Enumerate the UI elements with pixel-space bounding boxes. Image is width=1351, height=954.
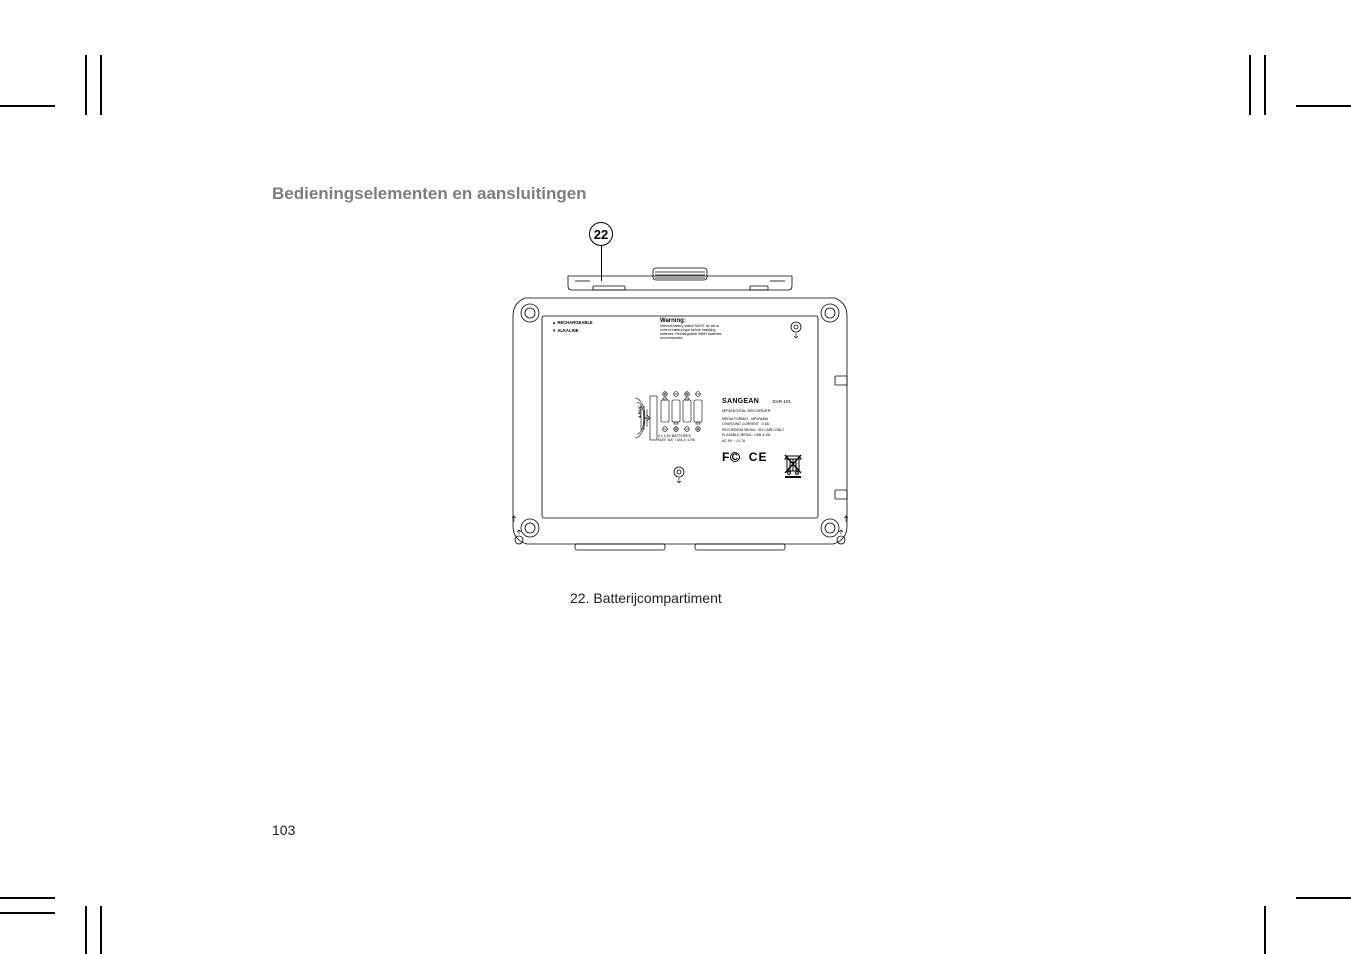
crop-mark [85,906,87,954]
battery-caption: 4 x 1.5V BATTERIES SIZE "AA" / UM-3 / LR… [658,434,695,442]
warning-line: Internal battery switch MUST be set to c… [660,324,780,340]
brand-name: SANGEAN [722,398,759,405]
switch-alkaline-label: ▼ ALKALINE [552,328,579,333]
figure-caption: 22. Batterijcompartiment [570,590,722,606]
caption-text: Batterijcompartiment [593,590,721,606]
spec-lines: MEDIA FORMAT : MP3/WMA CHARGING CURRENT … [722,417,832,445]
section-heading: Bedieningselementen en aansluitingen [272,184,587,204]
crop-mark [0,897,55,899]
caption-number: 22. [570,590,589,606]
device-diagram: 22 [495,222,865,567]
model-number: DAR-101 [772,399,791,404]
crop-mark [100,906,102,954]
product-subtitle: MP3/DIGITAL RECORDER [722,409,832,414]
ce-mark: CE [749,450,768,464]
callout-number: 22 [594,227,608,242]
switch-rechargeable-label: ▲ RECHARGEABLE [552,320,593,325]
crop-mark [0,105,55,107]
page-number: 103 [272,822,295,838]
crop-mark [100,55,102,115]
crop-mark [1249,55,1251,115]
warning-block: Warning: Internal battery switch MUST be… [660,318,780,340]
fcc-mark: FC [722,450,740,464]
page-root: Bedieningselementen en aansluitingen 22 [0,0,1351,954]
crop-mark [1296,897,1351,899]
crop-mark [85,55,87,115]
compliance-marks: FC CE [722,448,832,466]
battery-side-label: 4-R6/C [637,405,642,418]
crop-mark [1296,105,1351,107]
crop-mark [1264,55,1266,115]
callout-circle: 22 [589,222,613,246]
crop-mark [1264,906,1266,954]
crop-mark [0,912,55,914]
spec-plate: SANGEAN DAR-101 MP3/DIGITAL RECORDER MED… [722,390,832,466]
